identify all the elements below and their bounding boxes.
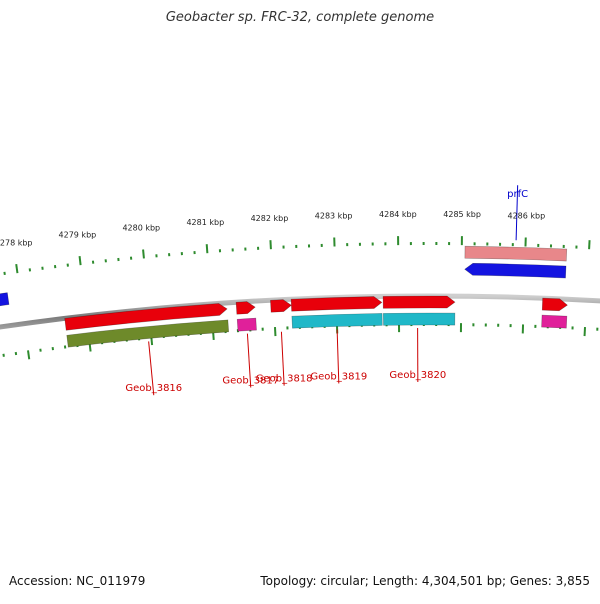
- genome-summary-text: Topology: circular; Length: 4,304,501 bp…: [260, 574, 590, 588]
- feature-g3819_cds[interactable]: [291, 297, 382, 312]
- feature-g3819_cog[interactable]: [292, 313, 382, 328]
- feature-label[interactable]: Geob_3820: [389, 370, 446, 381]
- accession-text: Accession: NC_011979: [9, 574, 145, 588]
- map-title: Geobacter sp. FRC-32, complete genome: [0, 10, 600, 25]
- scale-label: 4285 kbp: [443, 210, 481, 219]
- feature-next_cog[interactable]: [542, 315, 567, 328]
- major-tick: [16, 264, 17, 273]
- major-tick: [80, 256, 81, 265]
- scale-label: 4283 kbp: [315, 212, 353, 221]
- feature-label[interactable]: prfC: [507, 189, 528, 200]
- feature-label[interactable]: Geob_3819: [310, 371, 367, 382]
- scale-label: 4278 kbp: [0, 238, 32, 247]
- outer-tick-ring: [0, 323, 600, 368]
- feature-g3820_cds[interactable]: [383, 296, 455, 308]
- major-tick: [143, 250, 144, 259]
- feature-prfc_cog[interactable]: [465, 246, 567, 261]
- scale-labels: 4278 kbp 4279 kbp 4280 kbp 4281 kbp 4282 kbp…: [0, 210, 545, 247]
- scale-label: 4284 kbp: [379, 210, 417, 219]
- inner-tick-ring: [0, 236, 600, 286]
- feature-label[interactable]: Geob_3816: [125, 383, 182, 394]
- feature-g3817_cog[interactable]: [237, 318, 256, 331]
- scale-label: 4281 kbp: [186, 218, 224, 227]
- scale-label: 4280 kbp: [122, 224, 160, 233]
- major-tick: [28, 350, 29, 359]
- scale-label: 4282 kbp: [251, 214, 289, 223]
- feature-label[interactable]: Geob_3818: [256, 374, 313, 385]
- feature-g3820_cog[interactable]: [383, 313, 455, 325]
- scale-label: 4286 kbp: [508, 212, 546, 221]
- feature-prfc_cds[interactable]: [465, 263, 566, 278]
- major-tick: [207, 244, 208, 253]
- scale-label: 4279 kbp: [59, 230, 97, 239]
- feature-prev_cds[interactable]: [0, 293, 9, 311]
